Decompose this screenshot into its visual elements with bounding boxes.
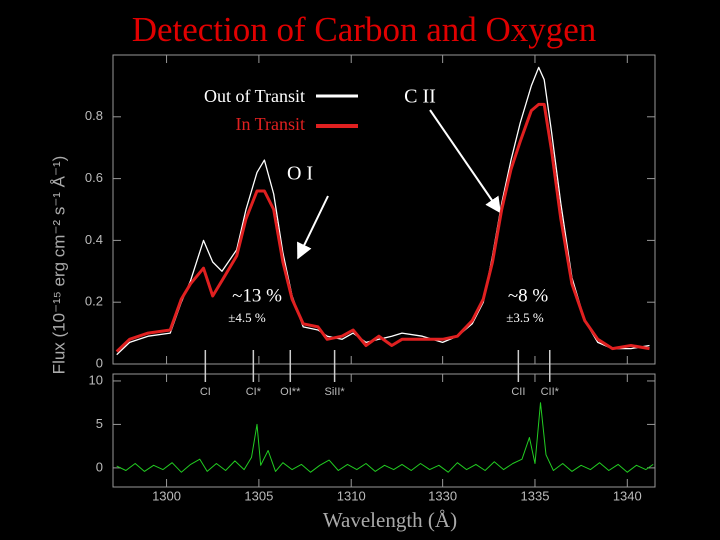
x-tick-label: 1305 — [244, 488, 273, 503]
x-tick-label: 1330 — [428, 488, 457, 503]
y-tick-label: 5 — [96, 416, 103, 431]
y-tick-label: 0.2 — [85, 294, 103, 309]
x-axis-label: Wavelength (Å) — [323, 508, 457, 532]
annotation: O I — [287, 163, 313, 185]
annotation: ~8 % — [508, 285, 549, 306]
x-tick-label: 1340 — [613, 488, 642, 503]
legend-label: In Transit — [235, 114, 305, 134]
x-tick-label: 1300 — [152, 488, 181, 503]
annotation: ±4.5 % — [228, 310, 266, 325]
plot-frame — [112, 373, 656, 488]
chart-title: Detection of Carbon and Oxygen — [132, 10, 597, 49]
y-tick-label: 0 — [96, 459, 103, 474]
arrow — [297, 195, 329, 260]
series-line — [116, 402, 654, 473]
y-tick-label: 10 — [89, 372, 103, 387]
line-id-label: CII — [511, 386, 525, 398]
annotation: ±3.5 % — [506, 310, 544, 325]
y-tick-label: 0.6 — [85, 170, 103, 185]
legend-label: Out of Transit — [204, 86, 305, 106]
x-tick-label: 1335 — [521, 488, 550, 503]
x-tick-label: 1310 — [337, 488, 366, 503]
line-id-label: CI — [200, 386, 211, 398]
line-id-label: CI* — [246, 386, 262, 398]
series-line — [115, 102, 650, 353]
annotation: C II — [404, 86, 436, 108]
y-tick-label: 0 — [96, 355, 103, 370]
line-id-label: CII* — [541, 386, 560, 398]
y-tick-label: 0.4 — [85, 232, 103, 247]
series-line — [116, 66, 650, 356]
arrow — [429, 109, 501, 214]
y-axis-label: Flux (10⁻¹⁵ erg cm⁻² s⁻¹ Å⁻¹) — [49, 156, 68, 375]
line-id-label: SiII* — [325, 386, 346, 398]
y-tick-label: 0.8 — [85, 108, 103, 123]
annotation: ~13 % — [232, 285, 282, 306]
plot-frame — [112, 54, 656, 365]
line-id-label: OI** — [280, 386, 301, 398]
